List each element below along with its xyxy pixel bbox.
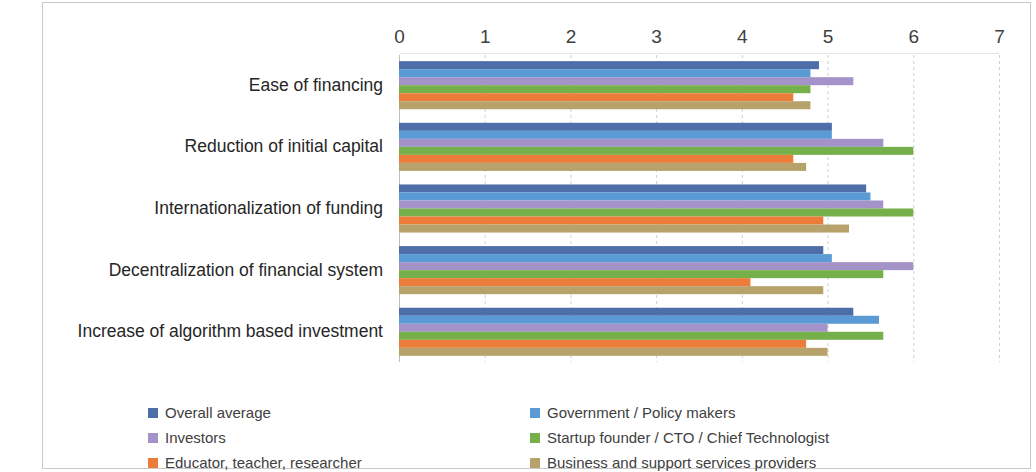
bar (399, 93, 793, 101)
x-axis: 0 1 2 3 4 5 6 7 (394, 26, 1005, 54)
y-tick: Ease of financing (249, 75, 399, 95)
legend-item: Startup founder / CTO / Chief Technologi… (530, 429, 830, 446)
category-label: Decentralization of financial system (109, 260, 383, 280)
bar (399, 308, 853, 316)
y-tick: Decentralization of financial system (109, 260, 399, 280)
legend-label: Startup founder / CTO / Chief Technologi… (547, 429, 830, 446)
bar (399, 131, 832, 139)
chart-frame (43, 3, 1031, 469)
x-tick: 6 (908, 26, 919, 53)
grid (400, 55, 1000, 362)
y-tick: Internationalization of funding (154, 198, 399, 218)
legend-item: Business and support services providers (530, 454, 816, 471)
y-axis: Ease of financing Reduction of initial ca… (78, 56, 400, 363)
bar (399, 254, 832, 262)
legend-swatch (530, 458, 540, 468)
y-tick: Reduction of initial capital (185, 136, 399, 156)
x-tick: 7 (994, 26, 1005, 53)
x-tick: 0 (394, 26, 405, 53)
bar-series (399, 93, 823, 348)
x-tick-label: 5 (823, 26, 834, 47)
y-tick: Increase of algorithm based investment (78, 321, 399, 341)
x-tick-label: 7 (994, 26, 1005, 47)
bar (399, 316, 879, 324)
category-label: Ease of financing (249, 75, 383, 95)
bar (399, 69, 810, 77)
legend-swatch (148, 408, 158, 418)
bar (399, 225, 849, 233)
bar-series (399, 77, 913, 332)
bar (399, 147, 913, 155)
bar-series (399, 101, 849, 356)
x-tick: 5 (823, 26, 834, 53)
legend-swatch (148, 458, 158, 468)
category-label: Increase of algorithm based investment (78, 321, 384, 341)
x-tick-label: 2 (566, 26, 577, 47)
legend-item: Educator, teacher, researcher (148, 454, 362, 471)
legend-label: Investors (165, 429, 226, 446)
x-tick-label: 0 (394, 26, 405, 47)
legend-swatch (530, 433, 540, 443)
bar (399, 163, 806, 171)
legend-label: Overall average (165, 404, 271, 421)
bar (399, 324, 828, 332)
bar (399, 155, 793, 163)
category-label: Internationalization of funding (154, 198, 383, 218)
x-tick-label: 3 (651, 26, 662, 47)
x-tick-label: 1 (480, 26, 491, 47)
legend: Overall average Government / Policy maker… (148, 404, 830, 471)
x-tick-label: 4 (737, 26, 748, 47)
bar (399, 200, 883, 208)
bars (399, 61, 913, 356)
bar (399, 332, 883, 340)
legend-swatch (530, 408, 540, 418)
bar (399, 270, 883, 278)
x-tick: 1 (480, 26, 491, 53)
bar (399, 192, 870, 200)
chart: 0 1 2 3 4 5 6 7 Ease of financing Reduction of in… (0, 0, 1036, 472)
bar (399, 246, 823, 254)
bar (399, 217, 823, 225)
bar (399, 348, 828, 356)
x-axis-line (400, 53, 1000, 54)
bar (399, 101, 810, 109)
bar (399, 184, 866, 192)
legend-item: Overall average (148, 404, 271, 421)
bar (399, 123, 832, 131)
bar (399, 340, 806, 348)
legend-item: Investors (148, 429, 226, 446)
bar (399, 61, 819, 69)
x-tick: 3 (651, 26, 662, 53)
grid-line (913, 55, 914, 362)
legend-swatch (148, 433, 158, 443)
bar (399, 262, 913, 270)
x-tick: 2 (566, 26, 577, 53)
x-tick: 4 (737, 26, 748, 53)
bar-series (399, 69, 879, 324)
category-label: Reduction of initial capital (185, 136, 383, 156)
bar (399, 85, 810, 93)
legend-label: Educator, teacher, researcher (165, 454, 362, 471)
bar (399, 77, 853, 85)
legend-item: Government / Policy makers (530, 404, 735, 421)
legend-label: Government / Policy makers (547, 404, 735, 421)
grid-line (999, 55, 1000, 362)
bar-series (399, 85, 913, 340)
bar (399, 278, 750, 286)
x-tick-label: 6 (908, 26, 919, 47)
legend-label: Business and support services providers (547, 454, 816, 471)
bar (399, 286, 823, 294)
bar (399, 209, 913, 217)
bar (399, 139, 883, 147)
